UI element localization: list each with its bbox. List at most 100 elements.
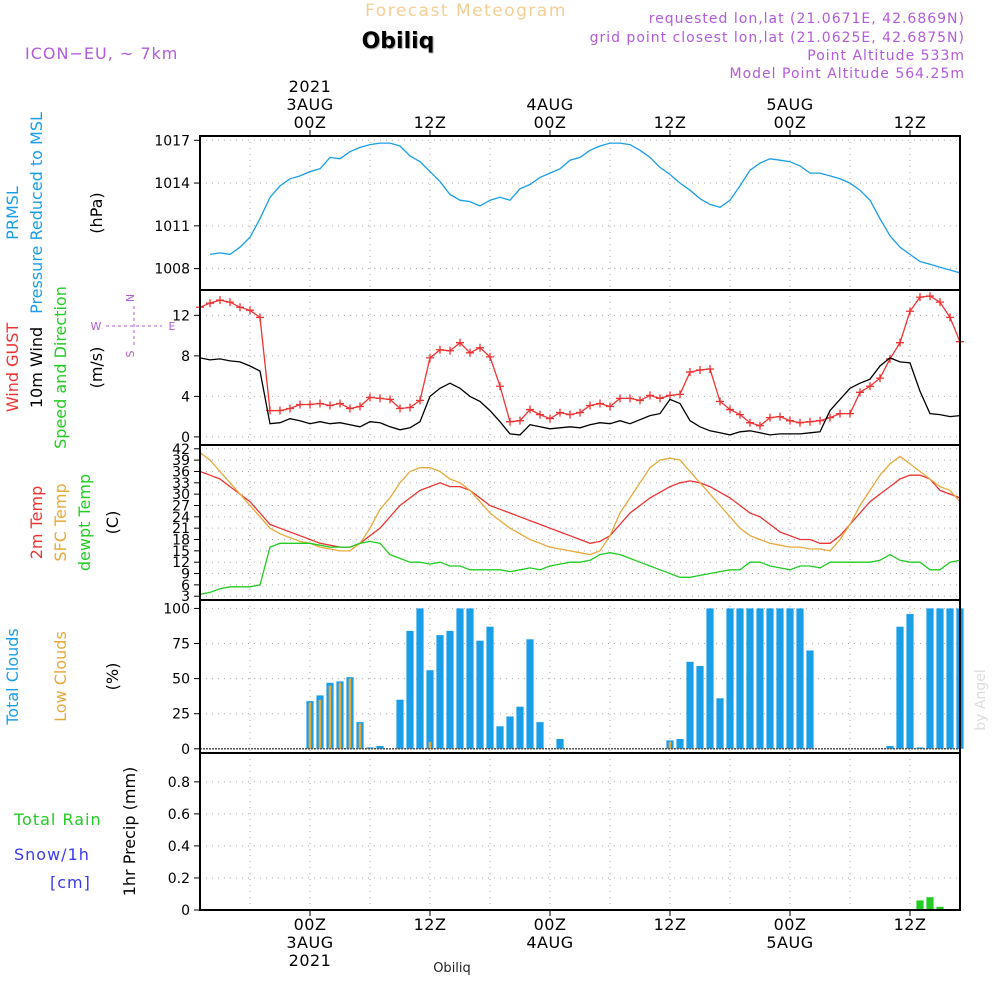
bottom-time-label: 5AUG: [766, 933, 813, 952]
gust-point: [486, 352, 494, 361]
gust-point: [936, 298, 944, 307]
gust-point: [656, 394, 664, 403]
pressure-series-line: [209, 142, 961, 274]
clouds-bar: [736, 608, 744, 749]
clouds-bar: [526, 639, 534, 749]
clouds-bar: [428, 741, 432, 749]
watermark: by Angel: [973, 669, 989, 730]
gust-point: [746, 418, 754, 427]
wind-ytick-label: 0: [181, 430, 190, 446]
clouds-bar: [946, 608, 954, 749]
clouds-bar: [906, 614, 914, 749]
gust-point: [896, 338, 904, 347]
temperature-ytick-label: 12: [172, 555, 190, 571]
clouds-bar: [716, 698, 724, 749]
bottom-time-label: 00Z: [534, 915, 567, 934]
gust-point: [706, 365, 714, 374]
temperature-ytick-label: 21: [172, 521, 190, 537]
clouds-bar: [456, 608, 464, 749]
wind-ylabel: Wind GUST: [3, 323, 22, 413]
precip-bar: [936, 906, 944, 910]
temperature-ylabel: SFC Temp: [51, 483, 70, 561]
clouds-bar: [796, 608, 804, 749]
gust-point: [606, 402, 614, 411]
clouds-bar: [446, 630, 454, 749]
gust-point: [756, 421, 764, 430]
gust-point: [346, 404, 354, 413]
clouds-bar: [776, 608, 784, 749]
gust-point: [206, 299, 214, 308]
clouds-bar: [328, 685, 332, 749]
top-time-label: 00Z: [294, 113, 327, 132]
gust-point: [686, 368, 694, 377]
clouds-ytick-label: 50: [172, 672, 190, 688]
precip-side-label: [cm]: [50, 873, 91, 892]
clouds-bar: [536, 722, 544, 749]
gust-point: [646, 391, 654, 400]
gust-point: [406, 403, 414, 412]
gust-point: [946, 313, 954, 322]
gust-point: [626, 394, 634, 403]
info-grid-coords: grid point closest lon,lat (21.0625E, 42…: [590, 30, 965, 46]
clouds-bar: [318, 699, 322, 749]
precip-ytick-label: 0.2: [168, 871, 190, 887]
gust-point: [916, 293, 924, 302]
gust-point: [296, 400, 304, 409]
gust-point: [566, 410, 574, 419]
gust-point: [526, 405, 534, 414]
gust-point: [546, 414, 554, 423]
gust-point: [396, 404, 404, 413]
clouds-ytick-label: 75: [172, 637, 190, 653]
temperature-ytick-label: 24: [172, 510, 190, 526]
bottom-time-label: 2021: [289, 951, 332, 970]
gust-point: [766, 413, 774, 422]
clouds-bar: [676, 739, 684, 749]
gust-point: [846, 409, 854, 418]
wind-series-line: [199, 357, 961, 436]
wind-ylabel: Speed and Direction: [51, 286, 70, 449]
clouds-frame: [199, 599, 961, 754]
clouds-bar: [406, 630, 414, 749]
clouds-bar: [486, 626, 494, 749]
clouds-bar: [726, 608, 734, 749]
bottom-time-label: 12Z: [654, 915, 687, 934]
temperature-ylabel: 2m Temp: [27, 486, 46, 560]
temperature-ytick-label: 39: [172, 453, 190, 469]
gust-point: [586, 401, 594, 410]
clouds-bar: [556, 739, 564, 749]
temperature-ytick-label: 42: [172, 442, 190, 458]
temperature-series-line: [199, 470, 961, 548]
info-requested-coords: requested lon,lat (21.0671E, 42.6869N): [649, 11, 965, 27]
top-time-label: 00Z: [774, 113, 807, 132]
gust-point: [516, 416, 524, 425]
gust-point: [386, 395, 394, 404]
clouds-bar: [756, 608, 764, 749]
clouds-ylabel: (%): [103, 663, 122, 691]
wind-frame: [199, 289, 961, 446]
precip-panel: 0 0.2 0.4 0.6 0.8 1hr Precip (mm) Total Rain Sn…: [13, 752, 961, 919]
gust-point: [446, 346, 454, 355]
gust-point: [696, 366, 704, 375]
gust-point: [246, 306, 254, 315]
bottom-time-label: 12Z: [414, 915, 447, 934]
compass-e: E: [169, 320, 176, 333]
precip-ytick-label: 0.6: [168, 807, 190, 823]
gust-point: [866, 382, 874, 391]
temperature-ylabel: (C): [103, 511, 122, 535]
gust-point: [366, 393, 374, 402]
compass-s: S: [124, 350, 137, 357]
gust-point: [336, 399, 344, 408]
wind-ytick-label: 12: [172, 308, 190, 324]
gust-point: [926, 292, 934, 301]
precip-ytick-label: 0.8: [168, 775, 190, 791]
gust-point: [426, 353, 434, 362]
bottom-time-label: 12Z: [894, 915, 927, 934]
top-time-label: 3AUG: [286, 95, 333, 114]
bottom-time-label: 3AUG: [286, 933, 333, 952]
pressure-ytick-label: 1008: [154, 262, 190, 278]
gust-point: [786, 416, 794, 425]
gust-point: [906, 307, 914, 316]
clouds-bar: [426, 670, 434, 749]
footer-location: Obiliq: [433, 961, 471, 976]
